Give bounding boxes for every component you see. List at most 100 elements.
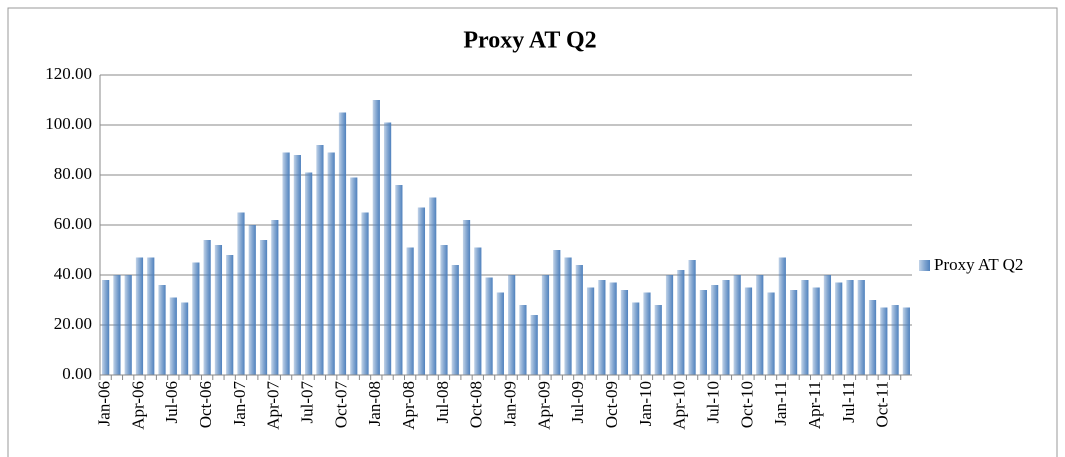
bar: [407, 248, 414, 376]
bar: [846, 280, 853, 375]
x-tick-label: Jan-07: [230, 381, 249, 427]
bar: [508, 275, 515, 375]
y-tick-label: 20.00: [54, 314, 92, 333]
x-tick-label: Oct-08: [467, 381, 486, 428]
chart: Proxy AT Q2 0.00 20.00 40.00 60.00 80.00 100.…: [0, 0, 1065, 457]
bar: [463, 220, 470, 375]
y-tick-label: 0.00: [62, 364, 92, 383]
bar: [429, 198, 436, 376]
legend-swatch: [919, 260, 930, 271]
bar: [880, 308, 887, 376]
bar: [204, 240, 211, 375]
bar: [373, 100, 380, 375]
bar: [350, 178, 357, 376]
bar: [125, 275, 132, 375]
bar: [666, 275, 673, 375]
bar: [102, 280, 109, 375]
bar: [181, 303, 188, 376]
bar: [677, 270, 684, 375]
bar: [282, 153, 289, 376]
y-tick-label: 120.00: [45, 64, 92, 83]
bar: [756, 275, 763, 375]
chart-title: Proxy AT Q2: [463, 28, 596, 54]
y-tick-label: 80.00: [54, 164, 92, 183]
x-tick-label: Jan-08: [365, 381, 384, 426]
bar: [610, 283, 617, 376]
bar: [779, 258, 786, 376]
bar: [632, 303, 639, 376]
bar: [418, 208, 425, 376]
bar: [260, 240, 267, 375]
x-tick-label: Apr-09: [534, 381, 553, 430]
x-tick-label: Jul-11: [839, 381, 858, 423]
bar: [485, 278, 492, 376]
bar: [813, 288, 820, 376]
bar: [858, 280, 865, 375]
bar: [215, 245, 222, 375]
bar: [474, 248, 481, 376]
page: {"chart_data": {"type": "bar", "title": …: [0, 0, 1065, 457]
bar: [158, 285, 165, 375]
x-tick-label: Jul-07: [298, 381, 317, 424]
bar: [136, 258, 143, 376]
bar: [655, 305, 662, 375]
bar: [328, 153, 335, 376]
x-tick-label: Jul-08: [433, 381, 452, 424]
bar: [384, 123, 391, 376]
bar: [711, 285, 718, 375]
bar: [587, 288, 594, 376]
bar: [790, 290, 797, 375]
bar: [869, 300, 876, 375]
bar: [237, 213, 244, 376]
bar: [621, 290, 628, 375]
bar: [835, 283, 842, 376]
x-tick-label: Jul-06: [162, 381, 181, 424]
bar: [553, 250, 560, 375]
bar: [440, 245, 447, 375]
bar: [192, 263, 199, 376]
bar: [271, 220, 278, 375]
x-tick-label: Apr-11: [805, 381, 824, 429]
x-tick-label: Jan-11: [771, 381, 790, 426]
legend-label: Proxy AT Q2: [934, 255, 1023, 274]
x-tick-label: Jan-06: [95, 381, 114, 426]
bar: [801, 280, 808, 375]
x-tick-label: Jul-10: [704, 381, 723, 424]
bar: [688, 260, 695, 375]
bar: [497, 293, 504, 376]
bar: [170, 298, 177, 376]
bar: [576, 265, 583, 375]
x-tick-label: Apr-07: [264, 381, 283, 430]
bar: [294, 155, 301, 375]
bar: [891, 305, 898, 375]
bar: [339, 113, 346, 376]
bar: [767, 293, 774, 376]
bar: [147, 258, 154, 376]
bar: [722, 280, 729, 375]
x-tick-label: Apr-10: [670, 381, 689, 430]
y-tick-label: 100.00: [45, 114, 92, 133]
bar: [734, 275, 741, 375]
x-tick-label: Oct-07: [331, 381, 350, 429]
y-tick-label: 60.00: [54, 214, 92, 233]
y-tick-label: 40.00: [54, 264, 92, 283]
x-tick-label: Jul-09: [568, 381, 587, 424]
x-tick-label: Oct-06: [196, 381, 215, 428]
bar: [700, 290, 707, 375]
bar: [598, 280, 605, 375]
x-tick-label: Apr-06: [128, 381, 147, 430]
x-tick-label: Oct-11: [873, 381, 892, 428]
x-tick-label: Apr-08: [399, 381, 418, 430]
x-tick-label: Jan-09: [501, 381, 520, 426]
bar: [226, 255, 233, 375]
bar: [903, 308, 910, 376]
x-tick-label: Oct-09: [602, 381, 621, 428]
bar: [564, 258, 571, 376]
bar: [542, 275, 549, 375]
bar: [361, 213, 368, 376]
bar: [643, 293, 650, 376]
bar: [249, 225, 256, 375]
bar: [316, 145, 323, 375]
bar: [519, 305, 526, 375]
bar: [305, 173, 312, 376]
